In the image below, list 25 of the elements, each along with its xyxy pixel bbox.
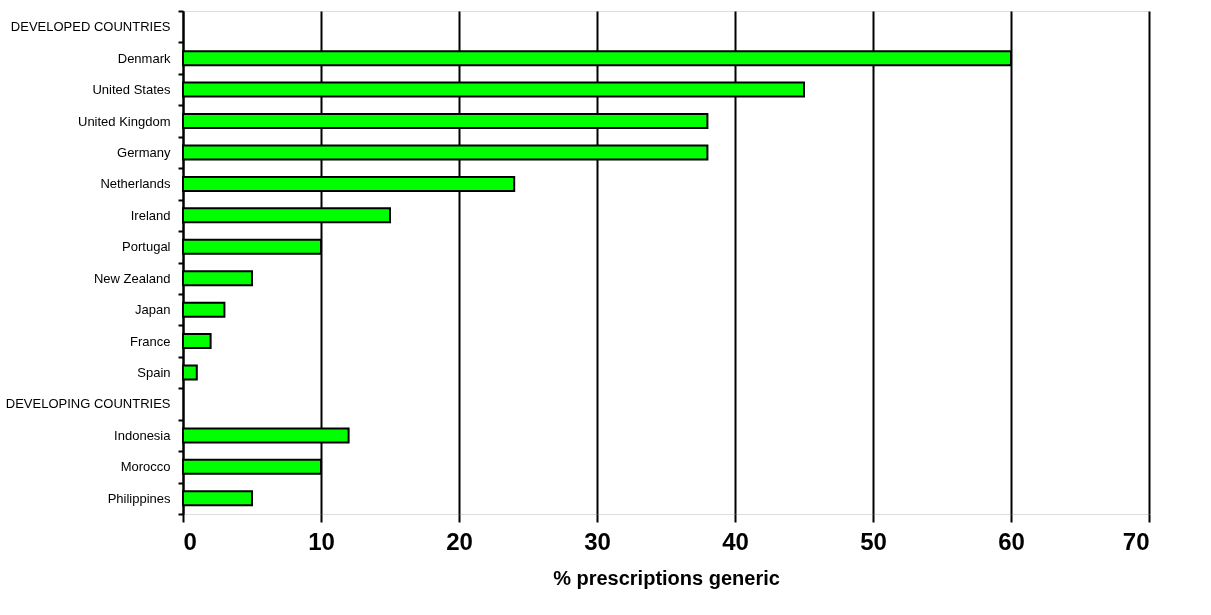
x-tick-label: 10 (308, 527, 335, 555)
y-tick-label: Japan (135, 302, 171, 318)
y-tick-label: United Kingdom (78, 113, 171, 129)
y-tick-label: Philippines (107, 490, 171, 506)
x-tick-label: 60 (998, 527, 1025, 555)
x-tick-label: 30 (584, 527, 611, 555)
y-tick-label: Denmark (117, 50, 171, 66)
y-tick-label: United States (92, 82, 171, 98)
x-axis-title: % prescriptions generic (553, 566, 780, 589)
x-tick-label: 20 (446, 527, 473, 555)
y-tick-label: Netherlands (100, 176, 171, 192)
y-tick-label: New Zealand (93, 270, 171, 286)
y-tick-label: Indonesia (114, 427, 172, 443)
y-tick-label: Portugal (122, 239, 171, 255)
y-tick-label: DEVELOPING COUNTRIES (5, 396, 171, 412)
y-tick-label: DEVELOPED COUNTRIES (10, 19, 171, 35)
x-tick-label: 0 (183, 527, 197, 555)
y-tick-label: Ireland (130, 207, 171, 223)
x-tick-label: 50 (860, 527, 887, 555)
x-tick-label: 40 (722, 527, 749, 555)
y-tick-label: Germany (117, 144, 171, 160)
y-tick-label: France (130, 333, 171, 349)
y-tick-label: Spain (137, 365, 171, 381)
y-tick-label: Morocco (120, 459, 171, 475)
x-tick-label: 70 (1122, 527, 1150, 555)
